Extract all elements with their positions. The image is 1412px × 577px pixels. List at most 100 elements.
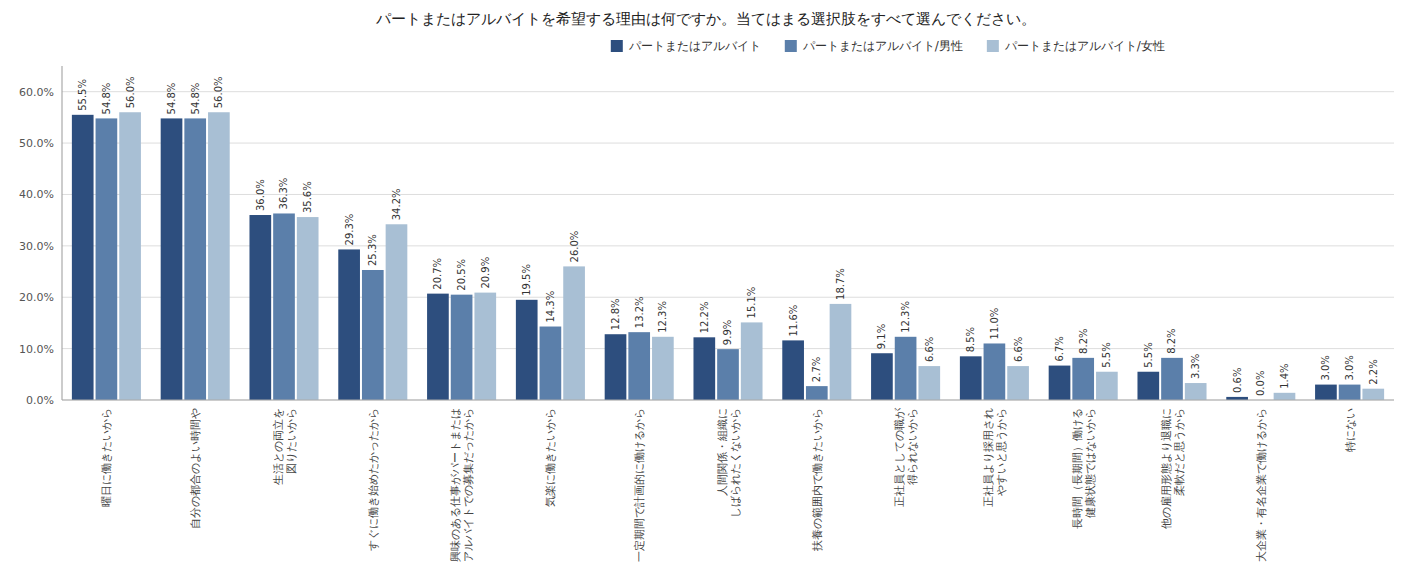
data-label: 8.2% — [1167, 328, 1178, 353]
x-tick-label: 特にない — [1344, 408, 1357, 452]
x-tick-label: 長時間（長期間）働ける健康状態ではないから — [1071, 408, 1097, 529]
bar — [273, 213, 295, 400]
x-axis-line — [62, 400, 1394, 401]
bar — [474, 293, 496, 400]
data-label: 9.1% — [876, 324, 887, 349]
data-label: 3.0% — [1344, 355, 1355, 380]
bars — [72, 112, 1384, 400]
x-tick-label: 扶養の範囲内で働きたいから — [811, 408, 824, 552]
data-label: 11.0% — [989, 308, 1000, 340]
bar — [119, 112, 141, 400]
data-label: 12.3% — [900, 301, 911, 333]
data-label: 56.0% — [213, 76, 224, 108]
bar — [540, 327, 562, 400]
x-tick-label: 人間関係・組織にしばられたくないから — [716, 408, 742, 518]
data-label: 0.6% — [1232, 368, 1243, 393]
data-label: 14.3% — [545, 291, 556, 323]
data-label: 20.5% — [456, 259, 467, 291]
y-tick-label: 20.0% — [19, 291, 54, 304]
y-tick-label: 40.0% — [19, 188, 54, 201]
data-label: 12.3% — [657, 301, 668, 333]
data-label: 12.2% — [699, 302, 710, 334]
y-tick-label: 30.0% — [19, 240, 54, 253]
bar — [984, 343, 1006, 400]
legend-item: パートまたはアルバイト/女性 — [987, 39, 1165, 53]
data-label: 55.5% — [77, 79, 88, 111]
data-label: 36.3% — [279, 178, 290, 210]
data-label: 35.6% — [302, 181, 313, 213]
bar — [1339, 385, 1361, 400]
data-label: 36.0% — [255, 179, 266, 211]
x-tick-label: 気楽に働きたいから — [544, 408, 557, 507]
data-label: 34.2% — [391, 188, 402, 220]
bar — [782, 340, 804, 400]
bar — [1274, 393, 1296, 400]
bar — [960, 356, 982, 400]
y-tick-label: 0.0% — [26, 394, 54, 407]
bar — [693, 337, 715, 400]
data-label: 2.2% — [1368, 359, 1379, 384]
bar — [1137, 372, 1159, 400]
data-label: 3.0% — [1320, 355, 1331, 380]
legend-swatch — [987, 40, 999, 52]
bar — [717, 349, 739, 400]
bar — [338, 249, 360, 400]
x-tick-label: すぐに働き始めたかったから — [367, 408, 380, 551]
data-label: 1.4% — [1279, 363, 1290, 388]
bar — [451, 295, 473, 400]
bar — [806, 386, 828, 400]
grid — [62, 92, 1394, 400]
bar — [628, 332, 650, 400]
x-tick-label: 正社員としての職が得られないから — [893, 407, 919, 507]
bar — [297, 217, 319, 400]
title: パートまたはアルバイトを希望する理由は何ですか。当てはまる選択肢をすべて選んでく… — [375, 10, 1036, 28]
data-label: 29.3% — [344, 214, 355, 246]
data-label: 11.6% — [788, 305, 799, 337]
legend-label: パートまたはアルバイト — [628, 39, 761, 53]
bar — [1049, 366, 1071, 400]
bar — [1007, 366, 1029, 400]
bar — [871, 353, 893, 400]
bar — [741, 322, 763, 400]
bar — [72, 115, 94, 400]
data-label: 26.0% — [569, 231, 580, 263]
data-label: 54.8% — [190, 83, 201, 115]
data-label: 8.2% — [1078, 328, 1089, 353]
data-label: 12.8% — [610, 298, 621, 330]
data-label: 8.5% — [965, 327, 976, 352]
legend-swatch — [611, 40, 623, 52]
legend-label: パートまたはアルバイト/女性 — [1004, 39, 1165, 53]
data-label: 15.1% — [746, 287, 757, 319]
bar — [386, 224, 408, 400]
bar — [563, 266, 585, 400]
bar — [1072, 358, 1094, 400]
legend-swatch — [785, 40, 797, 52]
bar — [427, 294, 449, 400]
data-label: 19.5% — [521, 264, 532, 296]
y-tick-label: 60.0% — [19, 86, 54, 99]
data-label: 18.7% — [835, 268, 846, 300]
data-label: 54.8% — [166, 83, 177, 115]
x-tick-label: 興味のある仕事がパートまたはアルバイトでの募集だったから — [449, 408, 475, 562]
bar — [830, 304, 852, 400]
bar — [895, 337, 917, 400]
bar — [1362, 389, 1384, 400]
grid-line — [62, 91, 1394, 92]
y-tick-label: 10.0% — [19, 343, 54, 356]
data-labels: 55.5% 54.8% 36.0% 29.3% 20.7% 19.5% 12.8% 12.2%… — [77, 76, 1379, 396]
bar — [362, 270, 384, 400]
x-tick-label: 曜日に働きたいから — [100, 408, 113, 507]
data-label: 6.6% — [924, 337, 935, 362]
legend-item: パートまたはアルバイト/男性 — [785, 39, 963, 53]
x-tick-label: 他の雇用形態より退職に柔軟だと思うから — [1160, 408, 1186, 529]
data-label: 13.2% — [634, 296, 645, 328]
x-tick-label: 大企業・有名企業で働けるから — [1255, 408, 1268, 562]
grid-line — [62, 400, 1394, 401]
bar — [1315, 385, 1337, 400]
data-label: 6.7% — [1054, 336, 1065, 361]
chart: パートまたはアルバイトを希望する理由は何ですか。当てはまる選択肢をすべて選んでく… — [0, 0, 1412, 577]
data-label: 0.0% — [1255, 371, 1266, 396]
bar — [96, 118, 118, 400]
data-label: 20.7% — [432, 258, 443, 290]
data-label: 56.0% — [125, 76, 136, 108]
